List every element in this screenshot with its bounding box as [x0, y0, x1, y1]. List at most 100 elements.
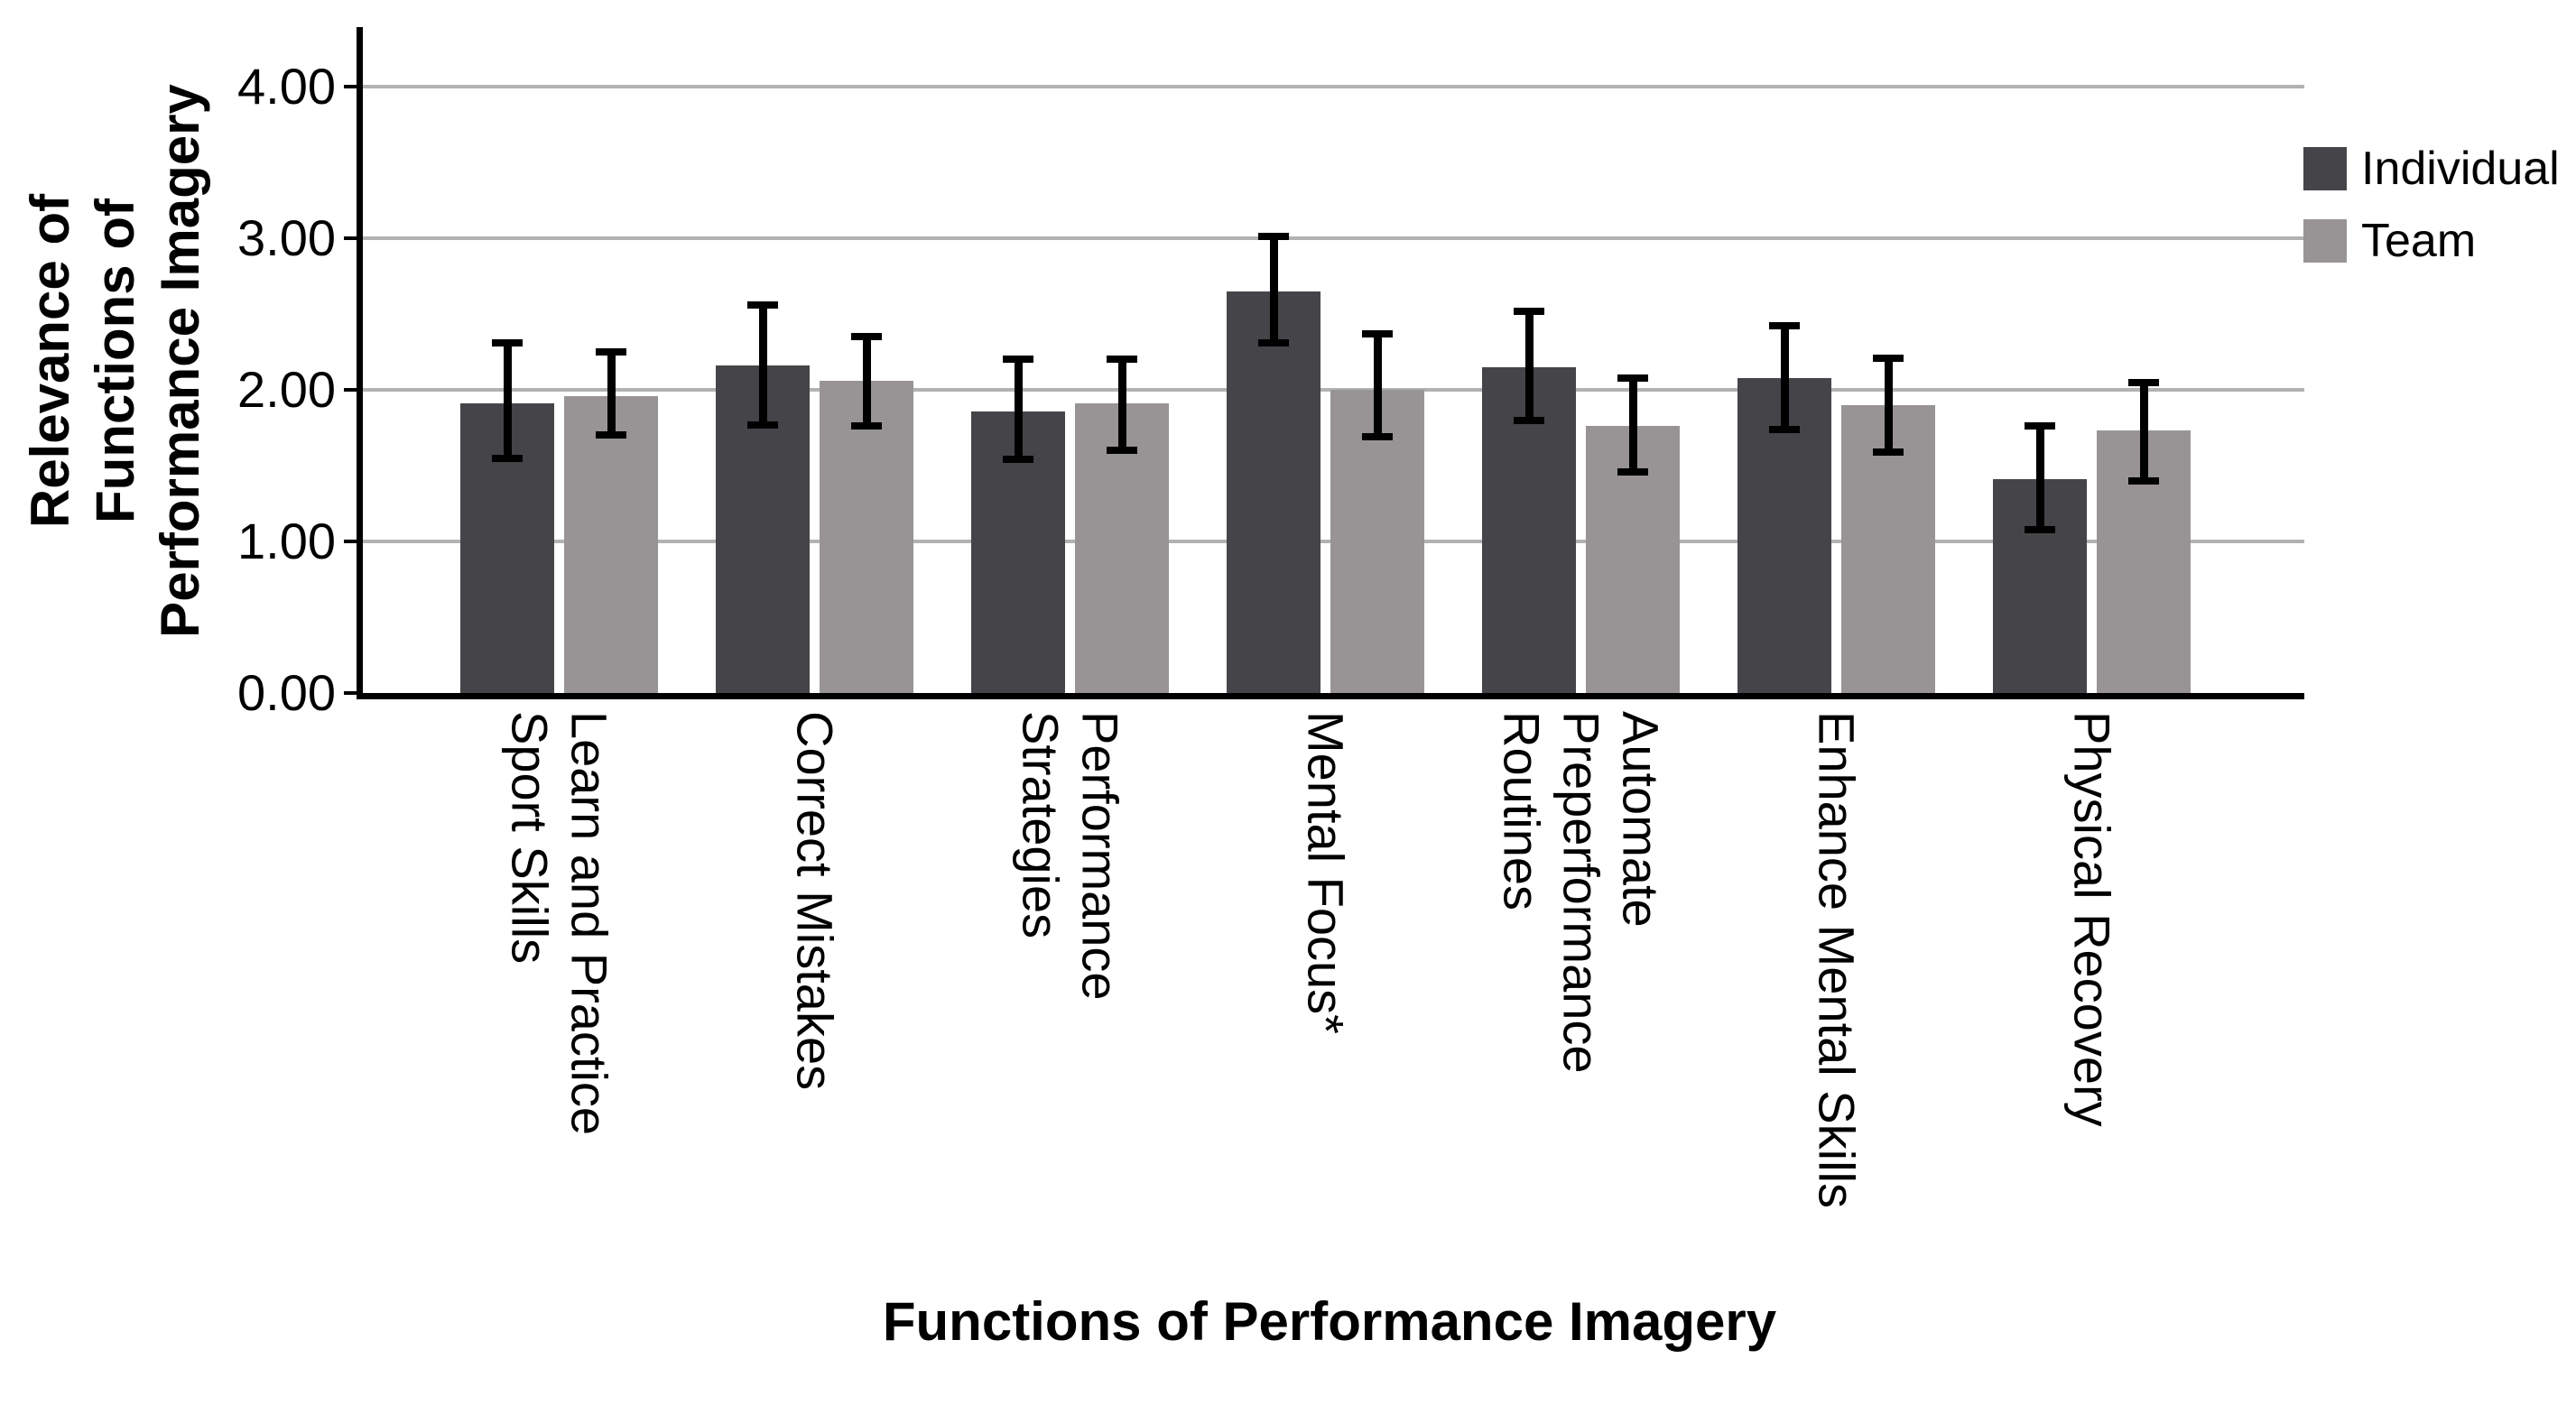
- error-bar-cap: [596, 431, 626, 439]
- x-category-label-text: Enhance Mental Skills: [1808, 711, 1866, 1208]
- y-axis-tick: [344, 85, 357, 88]
- error-bar-cap: [2025, 525, 2055, 533]
- x-category-label-text: Learn and Practice Sport Skills: [501, 711, 618, 1136]
- gridline-4.00: [363, 85, 2304, 88]
- bar-slot: [971, 27, 1065, 693]
- gridline-3.00: [363, 236, 2304, 240]
- error-bar-whisker: [862, 337, 871, 427]
- error-bar-cap: [2025, 422, 2055, 430]
- bar-group-6: [1709, 27, 1964, 693]
- error-bar-whisker: [1014, 359, 1023, 460]
- error-bar-cap: [1873, 354, 1904, 362]
- error-bar-cap: [2128, 476, 2159, 485]
- error-bar-cap: [1362, 433, 1393, 441]
- error-bar-whisker: [758, 304, 767, 425]
- bar-slot: [820, 27, 913, 693]
- y-axis-tick: [344, 236, 357, 240]
- legend-swatch-team: [2303, 219, 2347, 263]
- legend-swatch-individual: [2303, 147, 2347, 190]
- x-category-label-text: Correct Mistakes: [786, 711, 844, 1091]
- x-category-label-6: Enhance Mental Skills: [1709, 711, 1964, 1208]
- error-bar-whisker: [2139, 382, 2148, 481]
- error-bar-whisker: [1628, 377, 1637, 472]
- bar-slot: [1482, 27, 1576, 693]
- y-tick-label: 4.00: [237, 58, 336, 115]
- y-tick-label: 0.00: [237, 664, 336, 721]
- y-axis-tick: [344, 691, 357, 695]
- bar-slot: [1993, 27, 2087, 693]
- bar-slot: [564, 27, 658, 693]
- x-category-label-text: Mental Focus*: [1297, 711, 1355, 1034]
- bar-slot: [1586, 27, 1680, 693]
- y-axis-tick: [344, 540, 357, 543]
- y-tick-label: 2.00: [237, 361, 336, 418]
- legend-item-individual: Individual: [2303, 144, 2560, 193]
- error-bar-cap: [1258, 338, 1289, 347]
- error-bar-cap: [492, 338, 523, 347]
- bar-slot: [1227, 27, 1320, 693]
- error-bar-whisker: [607, 352, 616, 436]
- x-category-label-2: Correct Mistakes: [687, 711, 942, 1208]
- bar-slot: [1737, 27, 1831, 693]
- error-bar-cap: [1003, 456, 1033, 464]
- legend-item-team: Team: [2303, 217, 2560, 265]
- bars-row: [431, 27, 2219, 693]
- x-category-label-text: Physical Recovery: [2063, 711, 2121, 1127]
- error-bar-cap: [1769, 322, 1800, 330]
- x-category-label-text: Performance Strategies: [1012, 711, 1129, 1001]
- bar-group-3: [942, 27, 1198, 693]
- error-bar-whisker: [1117, 359, 1126, 451]
- bar-slot: [1330, 27, 1424, 693]
- error-bar-whisker: [1780, 326, 1789, 430]
- y-axis-tick: [344, 388, 357, 392]
- x-category-label-7: Physical Recovery: [1964, 711, 2219, 1208]
- error-bar-cap: [1514, 416, 1544, 424]
- error-bar-cap: [1617, 374, 1648, 382]
- error-bar-whisker: [1524, 310, 1534, 421]
- error-bar-cap: [851, 333, 882, 341]
- error-bar-whisker: [2035, 426, 2044, 530]
- error-bar-cap: [1362, 329, 1393, 337]
- error-bar-whisker: [503, 342, 512, 458]
- x-category-label-text: Automate Preperformance Routines: [1493, 711, 1670, 1074]
- x-axis-title: Functions of Performance Imagery: [882, 1291, 1777, 1352]
- bar-slot: [2097, 27, 2191, 693]
- x-category-label-3: Performance Strategies: [942, 711, 1198, 1208]
- error-bar-cap: [492, 454, 523, 462]
- bar-slot: [460, 27, 554, 693]
- bar-slot: [716, 27, 810, 693]
- error-bar-cap: [1617, 467, 1648, 476]
- bar-group-7: [1964, 27, 2219, 693]
- error-bar-cap: [1873, 448, 1904, 456]
- legend-label: Team: [2361, 215, 2477, 267]
- x-axis-category-labels: Learn and Practice Sport Skills Correct M…: [431, 711, 2219, 1208]
- error-bar-cap: [1258, 233, 1289, 241]
- error-bar-cap: [596, 348, 626, 356]
- error-bar-cap: [1107, 356, 1137, 364]
- bar-group-2: [687, 27, 942, 693]
- plot-area: [344, 27, 2304, 699]
- error-bar-whisker: [1373, 333, 1382, 438]
- error-bar-whisker: [1884, 357, 1893, 452]
- legend: Individual Team: [2303, 144, 2560, 265]
- x-category-label-1: Learn and Practice Sport Skills: [431, 711, 687, 1208]
- error-bar-cap: [851, 422, 882, 430]
- error-bar-cap: [747, 421, 778, 429]
- bar-team-2: [820, 380, 913, 693]
- error-bar-cap: [1003, 356, 1033, 364]
- bar-individual-4: [1227, 291, 1320, 693]
- error-bar-cap: [1107, 447, 1137, 455]
- bar-group-1: [431, 27, 687, 693]
- error-bar-cap: [1769, 425, 1800, 433]
- y-tick-label: 3.00: [237, 209, 336, 266]
- bar-group-4: [1198, 27, 1453, 693]
- x-category-label-4: Mental Focus*: [1198, 711, 1453, 1208]
- bar-slot: [1075, 27, 1169, 693]
- error-bar-cap: [2128, 378, 2159, 386]
- y-tick-label: 1.00: [237, 513, 336, 569]
- legend-label: Individual: [2361, 143, 2560, 195]
- error-bar-cap: [747, 300, 778, 309]
- x-category-label-5: Automate Preperformance Routines: [1453, 711, 1709, 1208]
- error-bar-cap: [1514, 307, 1544, 315]
